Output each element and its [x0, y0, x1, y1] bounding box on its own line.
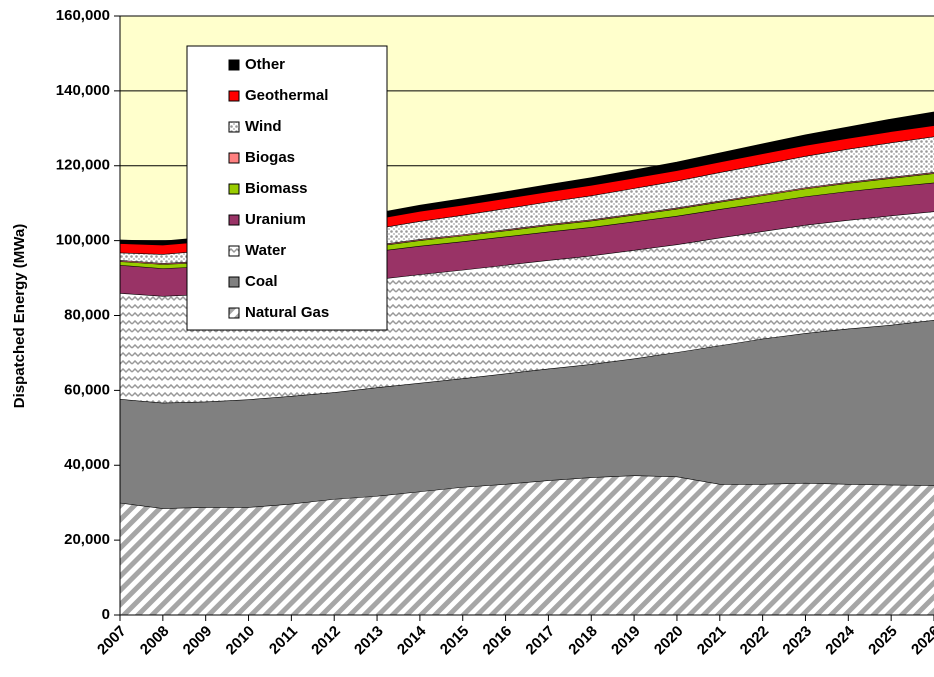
- area: [120, 125, 934, 255]
- x-tick-label: 2013: [351, 623, 387, 659]
- legend-swatch: [228, 152, 240, 164]
- x-tick-label: 2012: [308, 623, 344, 659]
- x-tick-label: 2022: [737, 623, 773, 659]
- y-tick-label: 40,000: [64, 456, 110, 473]
- x-tick-label: 2008: [137, 623, 173, 659]
- legend-swatch: [228, 121, 240, 133]
- x-tick-label: 2007: [94, 623, 130, 659]
- y-tick-label: 120,000: [56, 157, 110, 174]
- legend-label: Wind: [245, 118, 282, 135]
- legend-swatch: [228, 59, 240, 71]
- y-axis-title: Dispatched Energy (MWa): [11, 224, 28, 408]
- legend-label: Other: [245, 56, 285, 73]
- x-tick-label: 2021: [694, 623, 730, 659]
- x-tick-label: 2017: [522, 623, 558, 659]
- legend-swatch: [228, 276, 240, 288]
- x-tick-label: 2009: [180, 623, 216, 659]
- y-tick-label: 140,000: [56, 82, 110, 99]
- x-tick-label: 2011: [266, 623, 301, 658]
- legend-swatch: [228, 214, 240, 226]
- x-tick-label: 2018: [565, 623, 601, 659]
- x-tick-label: 2023: [779, 623, 815, 659]
- legend-label: Water: [245, 242, 286, 259]
- area: [120, 136, 934, 264]
- x-tick-label: 2010: [223, 623, 259, 659]
- legend-label: Biogas: [245, 149, 295, 166]
- x-tick-label: 2026: [908, 623, 934, 659]
- y-tick-label: 160,000: [56, 7, 110, 24]
- x-tick-label: 2025: [865, 623, 901, 659]
- area: [120, 211, 934, 403]
- legend-swatch: [228, 183, 240, 195]
- y-tick-label: 0: [102, 606, 110, 623]
- x-tick-label: 2019: [608, 623, 644, 659]
- legend-label: Natural Gas: [245, 304, 329, 321]
- legend-swatch: [228, 245, 240, 257]
- x-tick-label: 2024: [822, 622, 858, 658]
- legend-label: Geothermal: [245, 87, 328, 104]
- legend-label: Uranium: [245, 211, 306, 228]
- x-tick-label: 2016: [480, 623, 516, 659]
- y-tick-label: 100,000: [56, 232, 110, 249]
- legend-label: Biomass: [245, 180, 308, 197]
- area: [120, 319, 934, 509]
- legend-box: [186, 45, 388, 331]
- y-tick-label: 80,000: [64, 306, 110, 323]
- y-tick-label: 20,000: [64, 531, 110, 548]
- area: [120, 475, 934, 615]
- y-tick-label: 60,000: [64, 381, 110, 398]
- legend-label: Coal: [245, 273, 278, 290]
- legend-swatch: [228, 90, 240, 102]
- x-tick-label: 2015: [437, 623, 473, 659]
- legend-swatch: [228, 307, 240, 319]
- area-edge: [119, 474, 934, 509]
- x-tick-label: 2014: [394, 622, 430, 658]
- x-tick-label: 2020: [651, 623, 687, 659]
